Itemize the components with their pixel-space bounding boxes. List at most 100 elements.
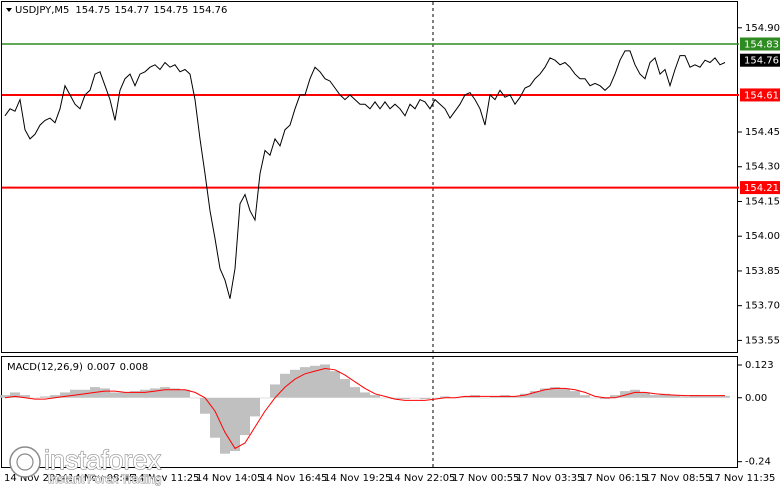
macd-bar (560, 388, 570, 398)
macd-bar (10, 392, 20, 398)
y-tick-label: -0.24 (745, 457, 771, 468)
level-label: 154.21 (744, 183, 779, 194)
signal-value: 0.008 (120, 362, 149, 373)
macd-bar (540, 388, 550, 398)
level-label: 154.83 (744, 40, 779, 51)
price-header: USDJPY,M5 154.75 154.77 154.75 154.76 (15, 5, 227, 16)
macd-bar (300, 367, 310, 398)
y-tick-label: 0.00 (745, 393, 767, 404)
macd-value: 0.007 (87, 362, 116, 373)
macd-bar (350, 387, 360, 398)
x-tick-label: 14 Nov 11:25 (132, 473, 199, 484)
macd-bar (320, 364, 330, 398)
x-tick-label: 17 Nov 06:15 (580, 473, 647, 484)
macd-bar (200, 397, 210, 414)
macd-bar (700, 395, 710, 398)
macd-bar (130, 391, 140, 398)
open: 154.75 (75, 5, 110, 16)
x-tick-label: 14 Nov 08:45 (68, 473, 135, 484)
macd-bar (180, 389, 190, 398)
macd-bar (610, 395, 620, 398)
x-tick-label: 17 Nov 11:35 (708, 473, 775, 484)
macd-bar (330, 371, 340, 398)
macd-bar (520, 393, 530, 398)
macd-bar (40, 396, 50, 398)
x-tick-label: 14 Nov 14:05 (196, 473, 263, 484)
macd-bar (70, 389, 80, 398)
macd-bar (410, 397, 420, 399)
watermark-icon (9, 446, 41, 478)
macd-bar (620, 391, 630, 398)
close: 154.76 (192, 5, 227, 16)
macd-bar (240, 397, 250, 436)
macd-bar (430, 397, 440, 399)
y-tick-label: 154.90 (745, 23, 780, 34)
macd-bar (220, 397, 230, 454)
y-tick-label: 153.55 (745, 335, 780, 346)
current-price-box (740, 53, 780, 67)
macd-bar (140, 389, 150, 398)
symbol: USDJPY,M5 (15, 5, 69, 16)
y-tick-label: 154.15 (745, 196, 780, 207)
macd-bar (710, 395, 720, 398)
x-tick-label: 14 Nov 22:05 (388, 473, 455, 484)
level-label-box (740, 88, 780, 102)
macd-bar (440, 396, 450, 398)
macd-panel-frame (1, 356, 738, 468)
macd-bar (570, 391, 580, 398)
macd-bar (680, 396, 690, 398)
macd-bar (650, 395, 660, 398)
watermark-tagline: Instant Forex Trading (48, 472, 161, 486)
low: 154.75 (153, 5, 188, 16)
plot-layer: 154.90 154.45 154.30 154.15 154.00 153.85 153.… (0, 23, 780, 468)
signal-line (4, 367, 725, 450)
macd-bar (280, 373, 290, 398)
macd-bar (120, 392, 130, 398)
macd-bar (390, 397, 400, 400)
price-line (4, 50, 726, 299)
macd-bar (630, 389, 640, 398)
macd-header: MACD(12,26,9) 0.007 0.008 (7, 362, 148, 373)
y-tick-label: 153.70 (745, 301, 780, 312)
macd-bar (190, 397, 200, 399)
macd-bar (160, 387, 170, 398)
macd-bar (260, 397, 270, 399)
macd-bar (660, 393, 670, 398)
x-tick-label: 17 Nov 00:55 (452, 473, 519, 484)
macd-bar (580, 395, 590, 398)
macd-bar (690, 395, 700, 398)
macd-bar (170, 388, 180, 398)
macd-bar (600, 397, 610, 400)
level-label-box (740, 181, 780, 195)
x-tick-label: 14 Nov 16:45 (260, 473, 327, 484)
macd-bar (310, 365, 320, 398)
macd-bar (30, 397, 40, 399)
y-tick-label: 154.30 (745, 162, 780, 173)
macd-bar (110, 392, 120, 398)
watermark: instaforex Instant Forex Trading (9, 445, 162, 487)
y-tick-label: 154.00 (745, 231, 780, 242)
macd-bar (530, 391, 540, 398)
macd-bar (150, 388, 160, 398)
current-price-label: 154.76 (744, 56, 779, 67)
macd-bar (640, 392, 650, 398)
macd-bar (550, 387, 560, 398)
y-tick-label: 154.45 (745, 127, 780, 138)
macd-bar (460, 396, 470, 398)
macd-bar (510, 396, 520, 398)
macd-bar (270, 384, 280, 398)
macd-bar (590, 397, 600, 399)
macd-bar (380, 397, 390, 399)
macd-title: MACD(12,26,9) (7, 362, 83, 373)
y-tick-label: 153.85 (745, 266, 780, 277)
macd-bar (400, 397, 410, 400)
macd-bar (480, 397, 490, 399)
y-tick-label: 0.123 (745, 360, 774, 371)
watermark-brand: instaforex (44, 445, 162, 475)
x-tick-label: 17 Nov 03:35 (516, 473, 583, 484)
macd-bar (340, 379, 350, 398)
macd-bar (670, 395, 680, 398)
